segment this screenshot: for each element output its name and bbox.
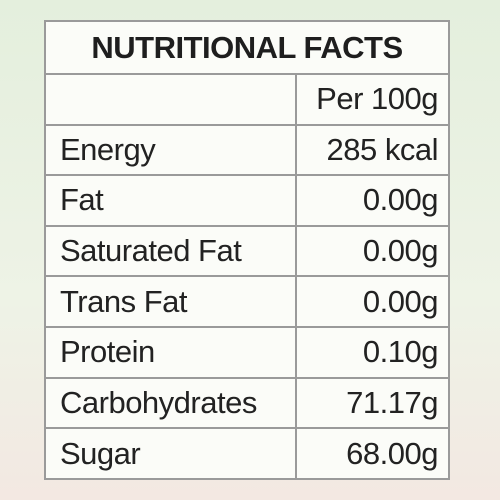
table-row: Trans Fat 0.00g <box>46 277 448 328</box>
nutrient-name: Energy <box>46 125 297 175</box>
table-title: NUTRITIONAL FACTS <box>46 22 448 75</box>
empty-cell <box>46 75 297 124</box>
table-row: Energy 285 kcal <box>46 125 448 177</box>
table-row: Protein 0.10g <box>46 327 448 379</box>
nutrient-value: 0.00g <box>362 283 439 319</box>
table-row: Sugar 68.00g <box>46 429 448 480</box>
nutrient-value: 71.17g <box>346 384 438 420</box>
table-row: Fat 0.00g <box>46 176 448 227</box>
nutrient-name: Protein <box>46 327 297 377</box>
header-row: Per 100g <box>46 75 448 126</box>
nutrient-value: 0.00g <box>362 182 439 218</box>
table-row: Saturated Fat 0.00g <box>46 226 448 278</box>
nutrient-name: Fat <box>46 176 297 225</box>
nutrient-name: Carbohydrates <box>46 378 297 428</box>
nutrient-name: Sugar <box>46 429 297 480</box>
nutrient-value: 0.00g <box>362 233 439 269</box>
nutrition-table: NUTRITIONAL FACTS Per 100g Energy 285 kca… <box>44 20 450 480</box>
table-row: Carbohydrates 71.17g <box>46 378 448 430</box>
nutrient-value: 68.00g <box>346 436 438 472</box>
column-header: Per 100g <box>316 81 438 117</box>
nutrient-name: Trans Fat <box>46 277 297 326</box>
nutrient-name: Saturated Fat <box>46 226 297 276</box>
nutrient-value: 0.10g <box>362 334 439 370</box>
nutrient-value: 285 kcal <box>326 131 439 167</box>
